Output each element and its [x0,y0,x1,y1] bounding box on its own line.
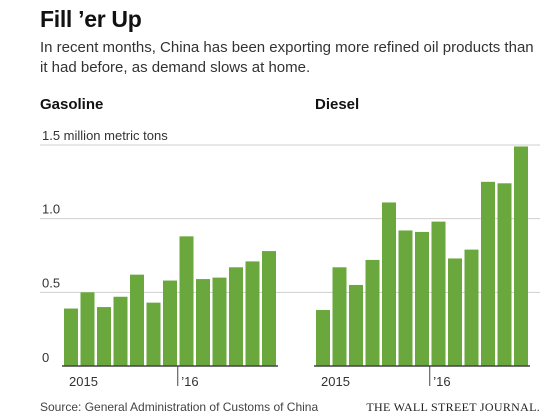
gasoline-bar-10 [229,267,243,366]
diesel-bar-0 [316,310,330,366]
diesel-bar-3 [365,259,380,366]
diesel-bar-1 [332,267,347,366]
gasoline-x-tick-label-1: ’16 [181,374,198,389]
gasoline-bar-3 [113,296,128,366]
diesel-bar-4 [382,202,396,366]
diesel-bar-12 [514,146,528,366]
gasoline-x-tick-label-0: 2015 [69,374,98,389]
diesel-bar-11 [497,183,512,366]
gasoline-bar-5 [146,302,161,366]
gasoline-bar-11 [245,261,260,366]
gasoline-bar-0 [64,308,78,366]
gasoline-bar-4 [130,274,144,366]
y-tick-label-0: 0 [42,350,49,365]
diesel-panel-title: Diesel [315,96,360,113]
diesel-bar-8 [448,258,462,366]
gasoline-bar-6 [163,280,177,366]
gasoline-bar-2 [97,307,111,366]
gasoline-panel-title: Gasoline [40,96,104,113]
diesel-x-tick-label-0: 2015 [321,374,350,389]
diesel-bar-10 [481,181,495,366]
diesel-bar-7 [431,221,446,366]
y-tick-label-2: 1.0 [42,202,60,217]
y-tick-label-1: 0.5 [42,275,60,290]
gasoline-bar-8 [196,279,210,366]
chart-subtitle: In recent months, China has been exporti… [40,39,534,76]
chart-title: Fill ’er Up [40,6,142,32]
diesel-bar-9 [464,249,479,366]
gasoline-bar-1 [80,292,95,366]
gasoline-bar-12 [262,251,276,366]
gasoline-bar-9 [212,277,227,366]
gasoline-bar-7 [179,236,194,366]
publisher-logo: THE WALL STREET JOURNAL. [366,400,540,414]
diesel-bar-5 [398,230,413,366]
source-note: Source: General Administration of Custom… [40,400,319,414]
diesel-bar-2 [349,284,363,366]
diesel-bar-6 [415,231,429,366]
diesel-x-tick-label-1: ’16 [433,374,450,389]
y-tick-label-3: 1.5 million metric tons [42,128,168,143]
